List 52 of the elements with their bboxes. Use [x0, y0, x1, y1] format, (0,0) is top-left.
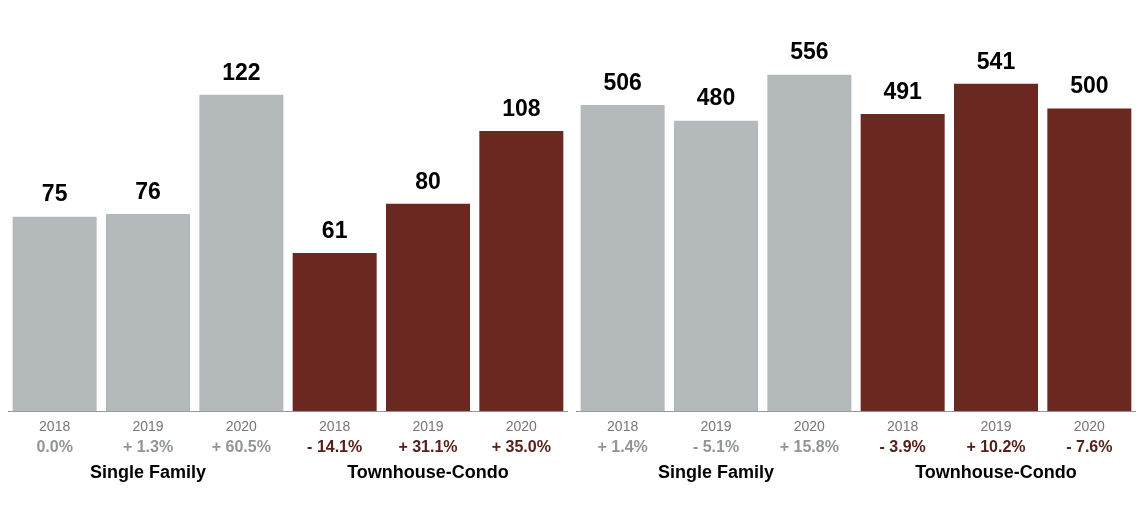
- x-tick-label: 2020: [1073, 418, 1106, 435]
- text: + 1.3%: [122, 437, 174, 455]
- x-tick-label: 2018: [607, 418, 639, 435]
- x-tick-label: 2019: [412, 418, 444, 435]
- x-tick-label: 2020: [793, 418, 826, 435]
- bar: [292, 252, 377, 412]
- data-label: 491: [883, 77, 923, 104]
- bar: [580, 104, 665, 412]
- data-label: 556: [790, 38, 829, 65]
- text: Townhouse-Condo: [347, 462, 509, 483]
- x-tick-label: 2019: [700, 418, 732, 435]
- data-label: 480: [696, 84, 736, 111]
- data-label: 80: [415, 167, 441, 194]
- data-label: 76: [135, 177, 161, 204]
- data-label: 541: [976, 47, 1016, 74]
- data-label: 506: [603, 68, 642, 95]
- bar: [479, 131, 564, 412]
- bar: [386, 203, 470, 412]
- bar: [199, 94, 284, 412]
- text: + 15.8%: [779, 437, 839, 455]
- text: + 60.5%: [211, 437, 271, 455]
- x-tick-label: 2019: [132, 418, 164, 435]
- text: + 35.0%: [491, 437, 551, 455]
- data-label: 75: [41, 180, 68, 207]
- x-tick-label: 2018: [887, 418, 919, 435]
- data-label: 108: [502, 94, 541, 121]
- bar: [860, 113, 945, 412]
- x-tick-label: 2019: [980, 418, 1012, 435]
- data-label: 500: [1070, 72, 1109, 99]
- text: Single Family: [89, 462, 207, 483]
- data-label: 61: [321, 216, 348, 243]
- x-tick-label: 2020: [225, 418, 258, 435]
- text: - 7.6%: [1066, 437, 1113, 455]
- text: - 3.9%: [879, 437, 926, 455]
- bar: [954, 83, 1038, 412]
- data-label: 122: [222, 58, 261, 85]
- text: - 14.1%: [307, 437, 363, 455]
- x-tick-label: 2018: [39, 418, 71, 435]
- text: + 31.1%: [398, 437, 458, 455]
- text: - 5.1%: [692, 437, 740, 455]
- text: + 1.4%: [597, 437, 648, 455]
- bar: [1047, 108, 1132, 412]
- bar: [767, 74, 852, 412]
- text: + 10.2%: [966, 437, 1026, 455]
- text: Townhouse-Condo: [915, 462, 1077, 483]
- bar: [106, 214, 190, 412]
- x-tick-label: 2018: [319, 418, 351, 435]
- bar: [674, 120, 758, 412]
- text: 0.0%: [36, 437, 73, 455]
- bar: [12, 216, 97, 412]
- text: Single Family: [657, 462, 775, 483]
- x-tick-label: 2020: [505, 418, 538, 435]
